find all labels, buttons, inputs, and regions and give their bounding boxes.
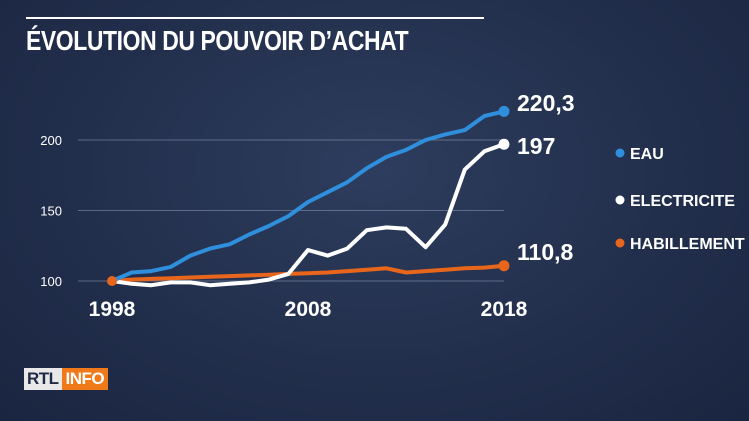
end-point-habillement: [498, 260, 510, 272]
end-point-electricite: [498, 138, 510, 150]
legend-label-eau: EAU: [630, 146, 664, 163]
y-tick-label-200: 200: [40, 133, 62, 148]
end-label-electricite: 197: [517, 133, 555, 159]
series-line-habillement: [110, 263, 506, 283]
end-point-eau: [498, 105, 510, 117]
x-tick-label-2018: 2018: [481, 298, 528, 321]
legend-label-habillement: HABILLEMENT: [630, 236, 745, 253]
start-point: [107, 276, 117, 286]
legend-marker-electricite: [615, 195, 625, 205]
logo-rtl-text: RTL: [24, 368, 62, 390]
chart-title: ÉVOLUTION DU POUVOIR D’ACHAT: [26, 25, 409, 56]
rtl-info-logo: RTL INFO: [24, 368, 109, 390]
legend-marker-eau: [615, 148, 625, 158]
title-rule: [26, 17, 484, 19]
y-tick-label-100: 100: [40, 274, 62, 289]
y-tick-label-150: 150: [40, 204, 62, 219]
x-tick-label-2008: 2008: [285, 298, 332, 321]
end-label-habillement: 110,8: [517, 239, 573, 265]
end-label-eau: 220,3: [517, 90, 575, 116]
series-line-electricite: [110, 142, 506, 288]
logo-info-text: INFO: [61, 368, 109, 390]
legend-label-electricite: ELECTRICITE: [630, 193, 735, 210]
legend-marker-habillement: [615, 238, 625, 248]
x-tick-label-1998: 1998: [89, 298, 136, 321]
series-line-eau: [110, 109, 506, 283]
